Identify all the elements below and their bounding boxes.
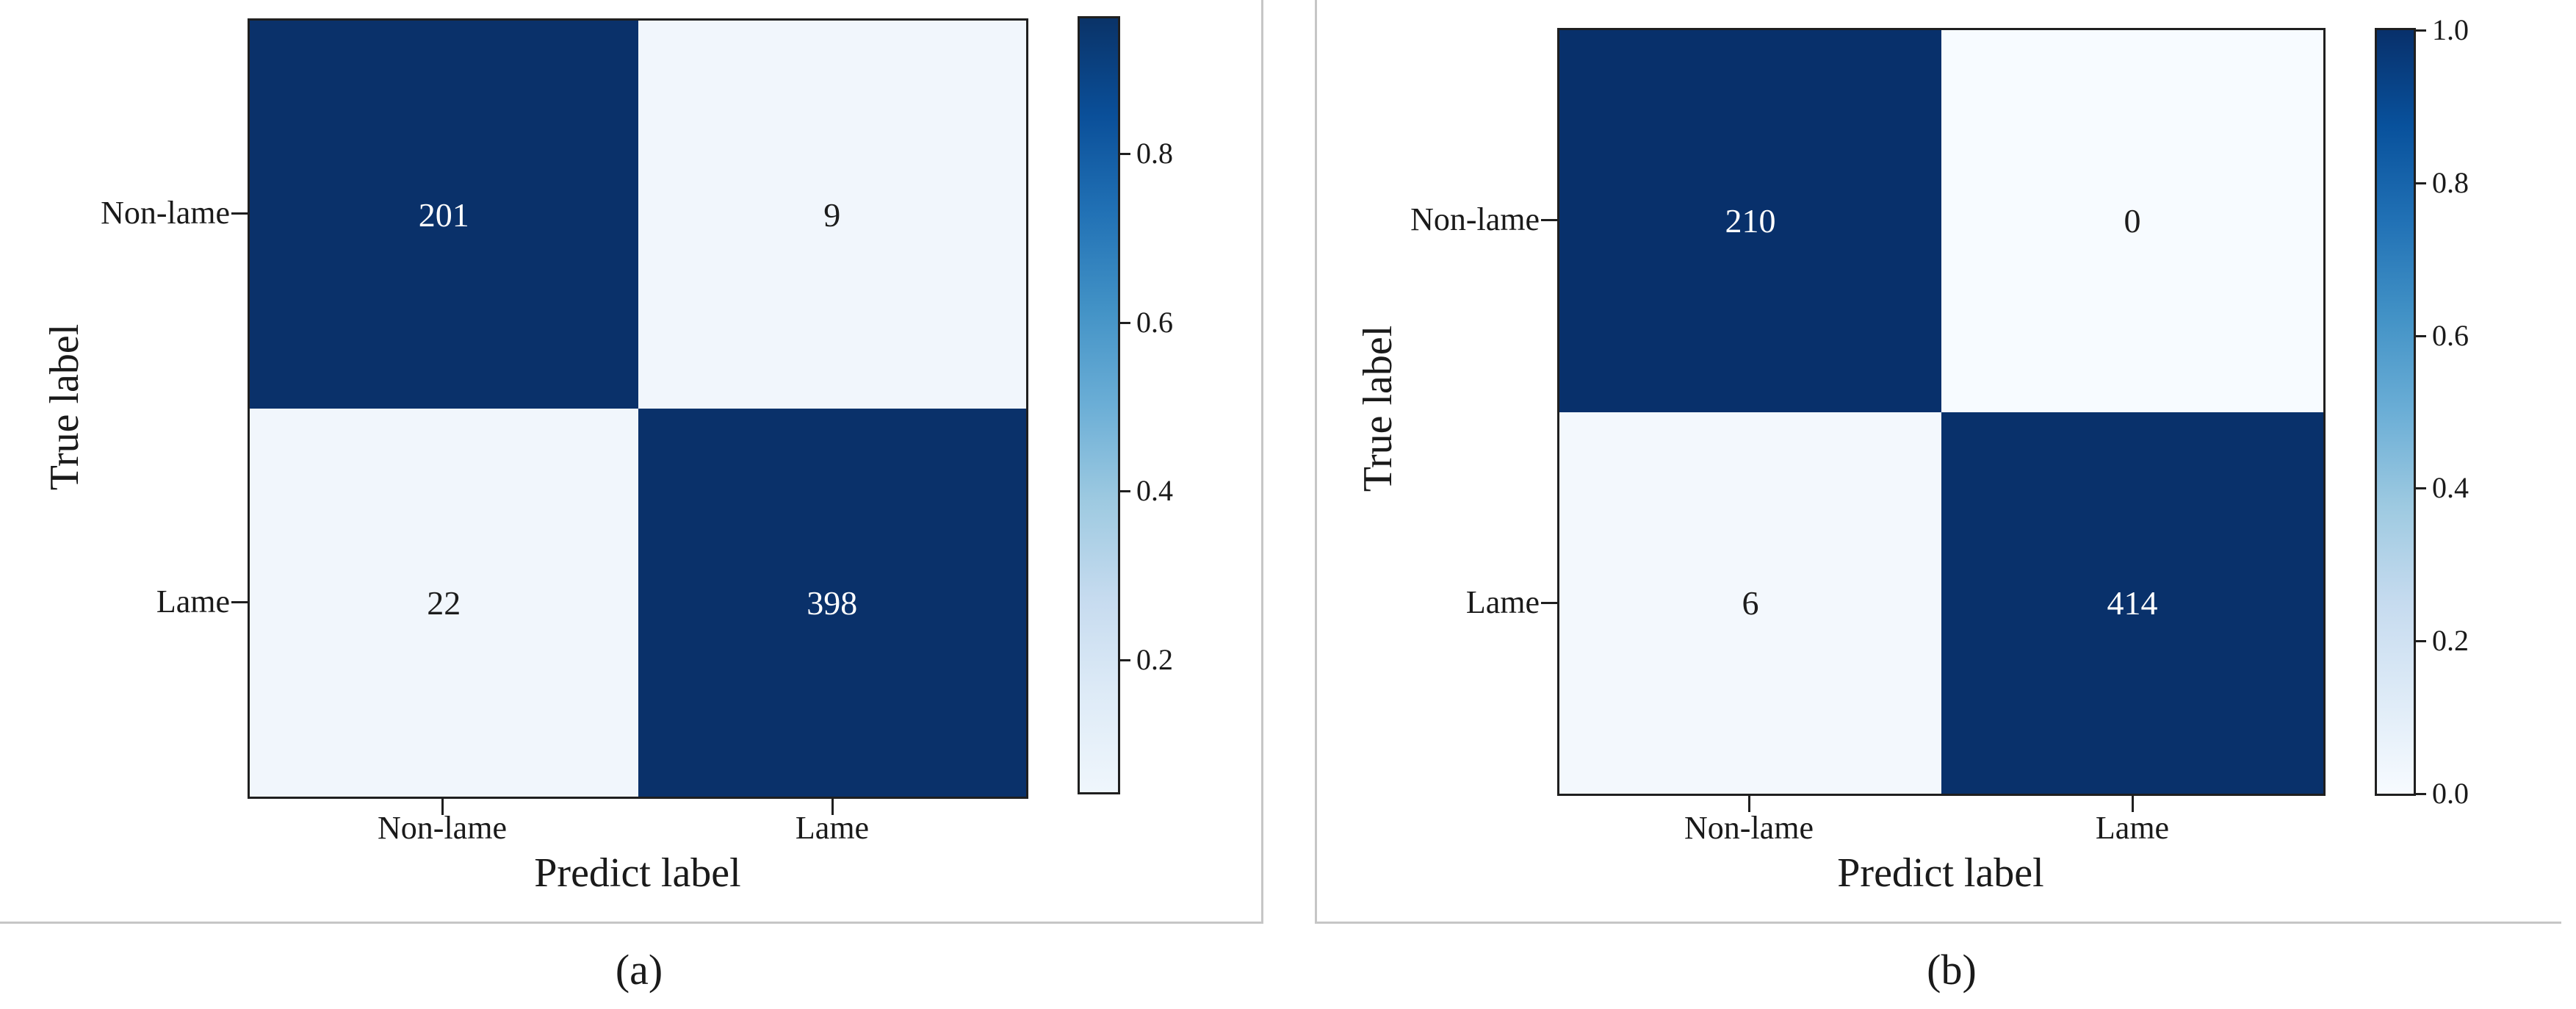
matrix-cell: 22 [250,409,638,797]
x-tick-mark [831,799,834,815]
panel-a-right-border [1261,0,1263,924]
colorbar-tick-label: 0.8 [2432,165,2469,199]
matrix-cell: 6 [1559,412,1941,794]
colorbar-tick-label: 0.6 [2432,318,2469,352]
colorbar-a: 0.8 0.6 0.4 0.2 [1078,16,1173,794]
matrix-cell: 210 [1559,30,1941,412]
y-tick-mark [1541,602,1557,604]
colorbar-tick-mark [2414,640,2426,643]
x-tick-label: Lame [795,810,870,846]
panel-b-bottom-border [1315,922,2561,924]
colorbar-tick-mark [1118,658,1130,661]
x-tick-mark [441,799,444,815]
confusion-matrix-a: 201 9 22 398 [248,18,1028,799]
y-axis-label: True label [42,323,87,491]
y-tick-mark [231,601,248,603]
colorbar-b: 1.0 0.8 0.6 0.4 0.2 0.0 [2375,15,2469,808]
y-tick-label: Lame [1465,584,1540,620]
colorbar-tick-mark [2414,487,2426,490]
y-tick-mark [1541,219,1557,221]
matrix-cell: 0 [1941,30,2323,412]
colorbar-tick-mark [2414,29,2426,32]
y-tick-label: Non-lame [101,195,230,231]
x-axis-label: Predict label [534,850,741,896]
y-tick-label: Non-lame [1410,201,1540,237]
matrix-cell: 414 [1941,412,2323,794]
colorbar-tick-mark [1118,321,1130,324]
colorbar-tick-label: 0.0 [2432,777,2469,810]
colorbar-tick-label: 0.2 [2432,624,2469,658]
confusion-matrix-b: 210 0 6 414 [1557,28,2326,796]
y-tick-mark [231,212,248,215]
colorbar-tick-label: 1.0 [2432,13,2469,46]
x-tick-label: Non-lame [378,810,507,846]
colorbar-tick-label: 0.4 [1136,474,1173,508]
y-axis-label: True label [1355,325,1401,492]
matrix-cell: 9 [638,21,1026,409]
matrix-cell: 398 [638,409,1026,797]
x-tick-mark [2132,796,2134,812]
matrix-cell: 201 [250,21,638,409]
colorbar-tick-mark [2414,334,2426,337]
x-axis-label: Predict label [1837,850,2044,896]
x-tick-label: Non-lame [1684,810,1814,846]
x-tick-label: Lame [2095,810,2170,846]
panel-b-left-border [1315,0,1317,924]
colorbar-tick-mark [1118,153,1130,156]
colorbar-tick-label: 0.8 [1136,137,1173,170]
panel-a-bottom-border [0,922,1263,924]
x-tick-mark [1748,796,1750,812]
colorbar-tick-label: 0.4 [2432,471,2469,505]
colorbar-tick-label: 0.2 [1136,642,1173,676]
y-tick-label: Lame [156,584,230,620]
panel-b-caption: (b) [1927,946,1977,994]
colorbar-tick-label: 0.6 [1136,305,1173,339]
panel-a-caption: (a) [615,946,663,994]
colorbar-tick-mark [1118,490,1130,493]
colorbar-tick-mark [2414,182,2426,184]
colorbar-tick-mark [2414,793,2426,795]
